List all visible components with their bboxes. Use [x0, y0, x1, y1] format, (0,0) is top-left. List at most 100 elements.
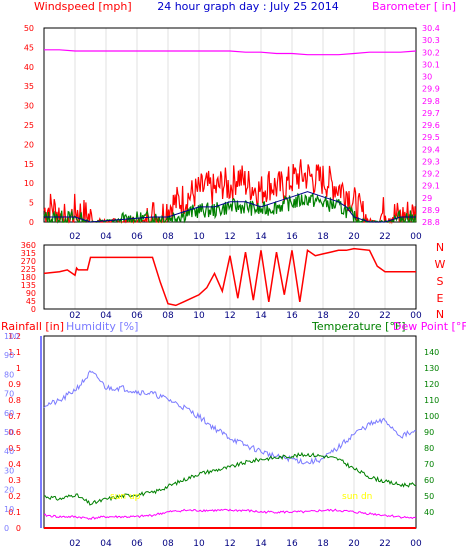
barometer-tick-label: 29.1 [422, 182, 440, 191]
humidity-tick-label: 80 [4, 370, 14, 379]
x-tick-label: 02 [69, 311, 80, 321]
temperature-tick-label: 80 [424, 444, 434, 453]
x-tick-label: 04 [100, 311, 112, 321]
x-tick-label: 08 [162, 311, 174, 321]
temperature-tick-label: 50 [424, 492, 434, 501]
windspeed-tick-label: 15 [24, 160, 34, 169]
dewpoint-axis-label: Dew Point [°F] [393, 320, 466, 333]
dewpoint-line [43, 508, 417, 520]
barometer-tick-label: 28.9 [422, 206, 440, 215]
humidity-tick-label: 70 [4, 390, 14, 399]
x-tick-label: 22 [379, 311, 390, 321]
x-tick-label: 20 [348, 311, 360, 321]
x-tick-label: 10 [193, 232, 205, 242]
x-tick-label: 18 [317, 232, 329, 242]
x-tick-label: 00 [410, 311, 422, 321]
windspeed-tick-label: 20 [24, 140, 34, 149]
rainfall-tick-label: 0.8 [8, 396, 21, 405]
rainfall-tick-label: 0.7 [8, 412, 21, 421]
windspeed-tick-label: 25 [24, 121, 34, 130]
windspeed-mean-line [44, 191, 416, 223]
axes-layer: 02 04 06 08 10 12 14 16 18 20 22 000510152025303540… [4, 24, 446, 549]
barometer-tick-label: 29.6 [422, 121, 440, 130]
humidity-line [43, 370, 417, 465]
x-tick-label: 04 [100, 232, 112, 242]
barometer-tick-label: 29.3 [422, 157, 440, 166]
compass-label: N [436, 308, 444, 321]
plot-frame [43, 27, 417, 223]
temperature-tick-label: 120 [424, 380, 439, 389]
rainfall-tick-label: 0.6 [8, 428, 21, 437]
x-tick-label: 22 [379, 539, 390, 549]
barometer-tick-label: 29.8 [422, 97, 440, 106]
x-tick-label: 14 [255, 311, 267, 321]
barometer-tick-label: 30.4 [422, 24, 440, 33]
x-tick-label: 04 [100, 539, 112, 549]
windspeed-axis-label: Windspeed [mph] [34, 0, 132, 13]
rainfall-tick-label: 0 [16, 524, 21, 533]
wind-direction-line [43, 247, 416, 307]
compass-label: S [437, 275, 444, 288]
windspeed-tick-label: 5 [29, 199, 34, 208]
humidity-tick-label: 0 [4, 524, 9, 533]
barometer-tick-label: 29.2 [422, 170, 440, 179]
temperature-line [43, 451, 417, 506]
temperature-tick-label: 100 [424, 412, 439, 421]
temperature-tick-label: 140 [424, 348, 439, 357]
barometer-tick-label: 29.4 [422, 145, 440, 154]
barometer-tick-label: 28.8 [422, 218, 440, 227]
x-tick-label: 16 [286, 539, 298, 549]
humidity-tick-label: 90 [4, 351, 14, 360]
x-tick-label: 18 [317, 539, 329, 549]
x-tick-label: 20 [348, 232, 360, 242]
humidity-tick-label: 100 [4, 332, 19, 341]
rainfall-axis-label: Rainfall [in] [1, 320, 64, 333]
x-tick-label: 10 [193, 539, 205, 549]
barometer-tick-label: 30.1 [422, 60, 440, 69]
rainfall-tick-label: 1 [16, 364, 21, 373]
humidity-axis-label: Humidity [%] [66, 320, 138, 333]
barometer-tick-label: 29.9 [422, 85, 440, 94]
x-tick-label: 08 [162, 232, 174, 242]
sun-down-annotation: sun dn [342, 492, 372, 502]
x-tick-label: 10 [193, 311, 205, 321]
wind-direction-tick-label: 0 [31, 305, 36, 314]
compass-label: W [435, 258, 446, 271]
x-tick-label: 00 [410, 232, 422, 242]
x-tick-label: 12 [224, 232, 235, 242]
x-tick-label: 06 [131, 311, 143, 321]
x-tick-label: 14 [255, 539, 267, 549]
barometer-tick-label: 30.3 [422, 36, 440, 45]
wind-direction-tick-label: 45 [26, 297, 36, 306]
wind-direction-tick-label: 360 [21, 241, 36, 250]
chart-title: 24 hour graph day : July 25 2014 [157, 0, 339, 13]
x-tick-label: 12 [224, 539, 235, 549]
temperature-axis-label: Temperature [°F] [311, 320, 406, 333]
windspeed-tick-label: 30 [24, 102, 34, 111]
windspeed-tick-label: 0 [29, 218, 34, 227]
windspeed-gust-line [43, 159, 417, 225]
temperature-tick-label: 110 [424, 396, 439, 405]
temperature-tick-label: 60 [424, 476, 434, 485]
rainfall-tick-label: 1.1 [8, 348, 21, 357]
barometer-tick-label: 29.7 [422, 109, 440, 118]
rainfall-tick-label: 0.5 [8, 444, 21, 453]
humidity-tick-label: 20 [4, 486, 14, 495]
windspeed-tick-label: 45 [24, 43, 34, 52]
x-tick-label: 20 [348, 539, 360, 549]
rainfall-tick-label: 0.9 [8, 380, 21, 389]
x-tick-label: 02 [69, 232, 80, 242]
wind-direction-tick-label: 315 [21, 249, 36, 258]
wind-direction-tick-label: 270 [21, 257, 36, 266]
barometer-tick-label: 29 [422, 194, 432, 203]
wind-direction-tick-label: 90 [26, 289, 36, 298]
rainfall-tick-label: 0.4 [8, 460, 21, 469]
sun-up-annotation: sun up [110, 492, 141, 502]
rainfall-tick-label: 0.1 [8, 508, 21, 517]
temperature-tick-label: 40 [424, 508, 434, 517]
windspeed-tick-label: 50 [24, 24, 34, 33]
barometer-tick-label: 29.5 [422, 133, 440, 142]
temperature-tick-label: 70 [424, 460, 434, 469]
series-layer [43, 49, 417, 529]
x-tick-label: 02 [69, 539, 80, 549]
